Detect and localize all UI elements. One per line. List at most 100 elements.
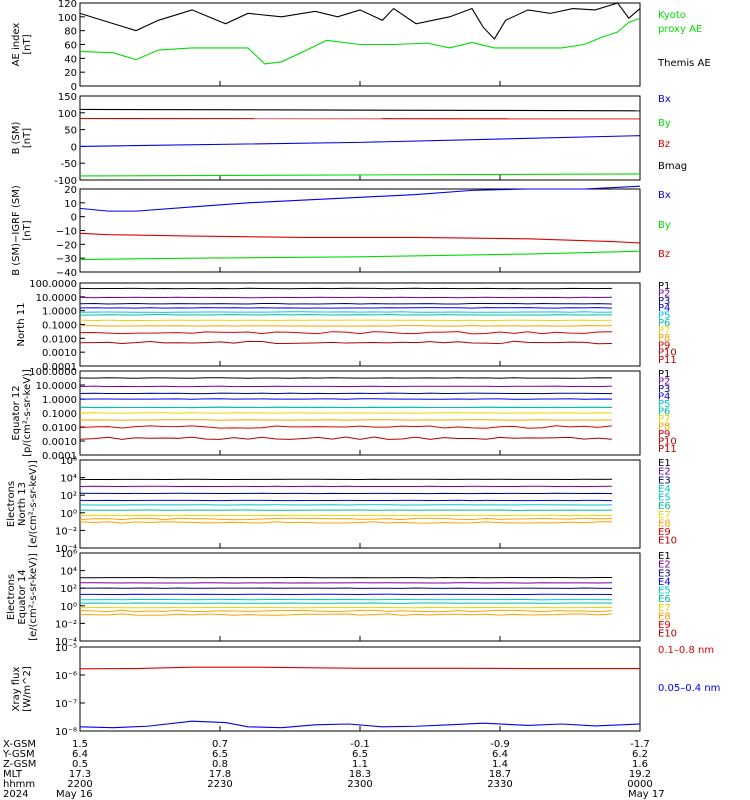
- series-line: [79, 185, 641, 212]
- y-tick-label: −40: [56, 268, 77, 279]
- x-axis-value: May 16: [56, 789, 93, 800]
- legend-entry: Bmag: [658, 161, 687, 172]
- legend-entry: Kyoto: [658, 10, 686, 21]
- y-tick-label: 10²: [60, 491, 77, 502]
- legend-entry: P10: [658, 348, 677, 359]
- panel-frame: [79, 188, 641, 273]
- legend-entry: P9: [658, 429, 670, 440]
- flux-channel-line: [79, 331, 613, 335]
- legend-entry: P6: [658, 318, 670, 329]
- flux-channel-line: [79, 296, 613, 299]
- flux-channel-line: [79, 377, 613, 379]
- y-axis-label: North 13: [17, 482, 28, 526]
- panel-frame: [79, 282, 641, 367]
- legend-entry: E8: [658, 518, 671, 529]
- flux-channel-line: [79, 613, 613, 616]
- legend-entry: By: [658, 118, 671, 129]
- flux-channel-line: [79, 412, 613, 414]
- flux-channel-line: [79, 521, 613, 524]
- x-axis-value: 0.8: [212, 759, 228, 770]
- legend-entry: 0.1–0.8 nm: [658, 645, 714, 656]
- series-line: [79, 17, 641, 65]
- y-tick-label: 10.0000: [36, 293, 77, 304]
- y-tick-label: 0.0010: [42, 437, 77, 448]
- y-tick-label: 150: [58, 92, 77, 103]
- x-axis-value: 6.5: [212, 749, 228, 760]
- y-tick-label: 10⁴: [60, 567, 77, 578]
- y-tick-label: 10⁻⁸: [55, 727, 77, 738]
- flux-channel-line: [79, 325, 613, 327]
- y-tick-label: −20: [56, 240, 77, 251]
- legend-entry: E1: [658, 551, 671, 562]
- x-axis-value: 6.4: [72, 749, 88, 760]
- flux-channel-line: [79, 314, 613, 316]
- y-tick-label: 0.0100: [42, 334, 77, 345]
- legend-entry: E10: [658, 629, 677, 640]
- legend-entry: E5: [658, 586, 671, 597]
- legend-entry: P5: [658, 311, 670, 322]
- x-axis-row-label: MLT: [3, 769, 23, 780]
- legend-entry: P9: [658, 340, 670, 351]
- panel-frame: [79, 459, 641, 549]
- x-axis-value: 6.5: [352, 749, 368, 760]
- y-tick-label: 10⁰: [60, 509, 77, 520]
- y-tick-label: 100: [58, 13, 77, 24]
- x-axis-value: 6.2: [632, 749, 648, 760]
- y-tick-label: −30: [56, 254, 77, 265]
- y-axis-label: [e/(cm²-s-sr-keV)]: [28, 460, 39, 548]
- y-tick-label: 10: [64, 199, 77, 210]
- legend-entry: P3: [658, 384, 670, 395]
- x-axis-row-label: 2024: [3, 789, 28, 800]
- flux-channel-line: [79, 609, 613, 613]
- y-tick-label: 10⁻⁴: [55, 637, 77, 648]
- y-tick-label: 0.0001: [42, 451, 77, 462]
- legend-entry: Bx: [658, 190, 671, 201]
- y-tick-label: 1.0000: [42, 395, 77, 406]
- y-tick-label: 10⁻²: [55, 526, 77, 537]
- y-tick-label: -50: [61, 159, 77, 170]
- series-line: [79, 108, 641, 112]
- y-tick-label: 0.0001: [42, 362, 77, 373]
- y-tick-label: 10.0000: [36, 381, 77, 392]
- y-tick-label: 120: [58, 0, 77, 10]
- flux-channel-line: [79, 302, 613, 305]
- flux-channel-line: [79, 307, 613, 309]
- y-axis-label: [nT]: [22, 220, 33, 240]
- y-tick-label: 20: [64, 68, 77, 79]
- x-axis-value: 2230: [207, 779, 232, 790]
- y-tick-label: 10⁴: [60, 474, 77, 485]
- y-axis-label: B (SM): [11, 121, 22, 154]
- y-axis-label: B (SM)−IGRF (SM): [11, 185, 22, 276]
- y-tick-label: 10⁻⁵: [55, 643, 77, 654]
- series-line: [79, 135, 641, 147]
- x-axis-value: 1.4: [492, 759, 508, 770]
- legend-entry: P8: [658, 422, 670, 433]
- x-axis-value: 17.8: [209, 769, 231, 780]
- y-tick-label: 0.1000: [42, 409, 77, 420]
- y-tick-label: 10²: [60, 584, 77, 595]
- y-tick-label: -100: [54, 176, 77, 187]
- panel-frame: [79, 646, 641, 732]
- x-axis-row-label: Z-GSM: [3, 759, 36, 770]
- legend-entry: P3: [658, 296, 670, 307]
- flux-channel-line: [79, 319, 613, 322]
- series-line: [79, 232, 641, 244]
- panel-b: 150 100 50 0 -50 -100 B (SM) [nT] Bx By Bz Bmag: [11, 92, 687, 187]
- x-axis-value: May 17: [628, 789, 665, 800]
- legend-entry: E6: [658, 501, 671, 512]
- y-tick-label: 10⁻⁷: [55, 699, 77, 710]
- y-axis-label: Xray flux: [11, 667, 22, 712]
- panel-ae: 120 100 80 60 40 20 0 AE index [nT] Kyoto proxy AE…: [11, 0, 711, 93]
- legend-entry: P1: [658, 369, 670, 380]
- flux-channel-line: [79, 287, 613, 290]
- x-axis-value: 18.3: [349, 769, 371, 780]
- legend-entry: 0.05–0.4 nm: [658, 683, 720, 694]
- legend-entry: P6: [658, 407, 670, 418]
- x-axis-value: 0.7: [212, 739, 228, 750]
- series-line: [79, 250, 641, 261]
- legend-entry: Bx: [658, 94, 671, 105]
- series-line: [79, 666, 640, 670]
- x-axis-value: 1.5: [72, 739, 88, 750]
- flux-channel-line: [79, 311, 613, 313]
